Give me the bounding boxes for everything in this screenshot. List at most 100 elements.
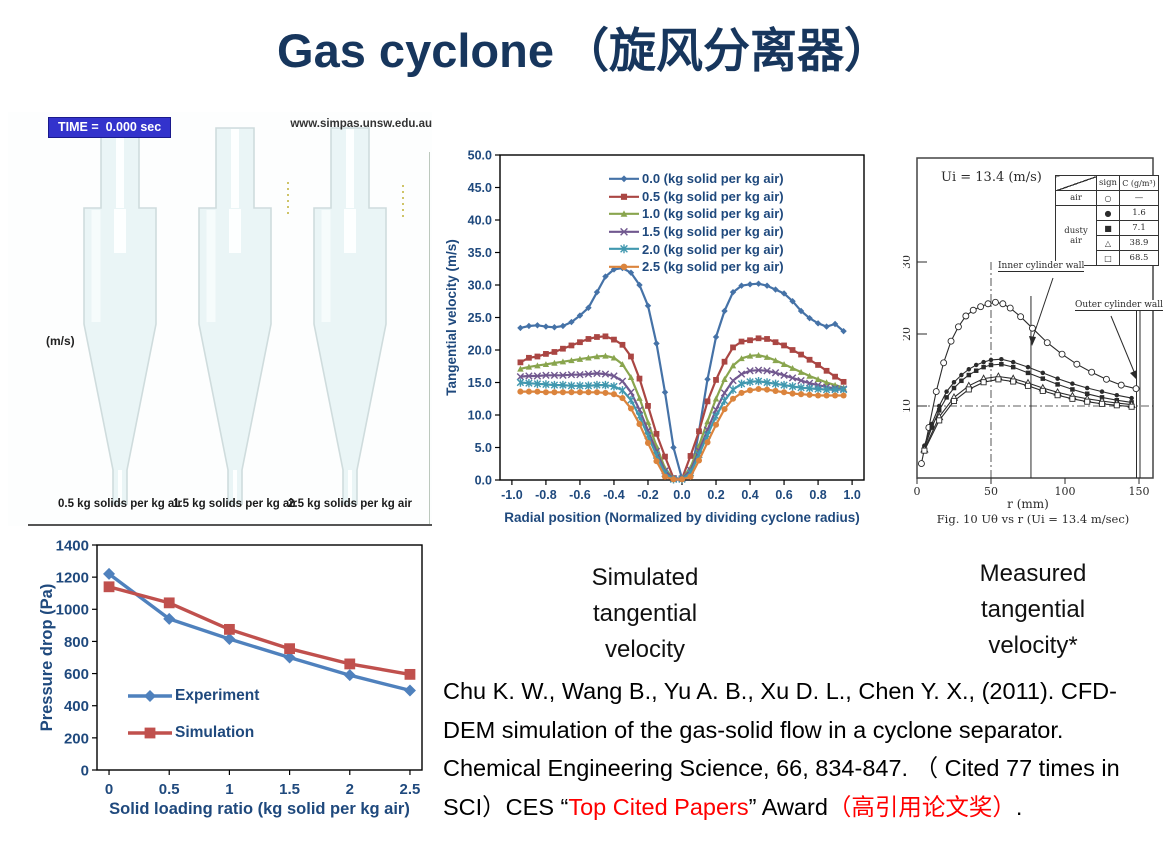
svg-text:800: 800 (64, 634, 89, 651)
series-Simulation (103, 581, 416, 680)
svg-text:30.0: 30.0 (468, 279, 492, 293)
legend-item-2.0 (kg solid per kg air): 2.0 (kg solid per kg air) (608, 240, 784, 258)
particle-stream (287, 182, 404, 221)
svg-text:400: 400 (64, 698, 89, 715)
watermark-url: www.simpas.unsw.edu.au (290, 118, 432, 130)
svg-text:150: 150 (1129, 485, 1150, 498)
legend-item-1.5 (kg solid per kg air): 1.5 (kg solid per kg air) (608, 223, 784, 241)
svg-text:100: 100 (1055, 485, 1076, 498)
legend-label: 2.0 (kg solid per kg air) (642, 241, 784, 257)
frame-bottom-edge (28, 524, 432, 526)
svg-text:1: 1 (225, 781, 233, 798)
legend-swatch (609, 227, 639, 236)
figure-10-caption: Fig. 10 Uθ vs r (Ui = 13.4 m/sec) (936, 512, 1130, 526)
svg-text:20.0: 20.0 (468, 344, 492, 358)
outer-cylinder-wall-annotation: Outer cylinder wall (1075, 300, 1164, 311)
series-1.0 (kg solid per kg air) (517, 352, 847, 482)
x-axis-title: Radial position (Normalized by dividing … (504, 510, 860, 525)
measured-series-dusty air C=1.6 (922, 356, 1134, 448)
citation-award-cjk: （高引用论文奖） (827, 793, 1016, 820)
cyclone-label-1: 0.5 kg solids per kg air (58, 498, 182, 510)
legend-item-0.0 (kg solid per kg air): 0.0 (kg solid per kg air) (608, 170, 784, 188)
legend-row-value: 1.6 (1119, 205, 1159, 221)
legend-label: 0.5 (kg solid per kg air) (642, 188, 784, 204)
simulation-snapshot-panel: TIME = 0.000 sec www.simpas.unsw.edu.au … (8, 112, 432, 526)
svg-text:25.0: 25.0 (468, 311, 492, 325)
page-title: Gas cyclone （旋风分离器） (0, 12, 1168, 81)
citation-text-1: Chu K. W., Wang B., Yu A. B., Xu D. L., … (443, 678, 1120, 820)
legend-label: 0.0 (kg solid per kg air) (642, 171, 784, 187)
series-Experiment (103, 567, 416, 697)
citation-top-cited-papers: Top Cited Papers (568, 793, 749, 820)
inner-cylinder-wall-annotation: Inner cylinder wall (998, 261, 1085, 272)
measured-series-dusty air C=7.1 (922, 361, 1134, 451)
legend-swatch (609, 193, 639, 200)
legend-label: Experiment (175, 687, 260, 704)
legend-row-value: 38.9 (1119, 235, 1159, 251)
svg-text:0.6: 0.6 (775, 488, 792, 502)
plot-area: 0 200 400 600 800 1000 1200 1400 0 0.5 1 1.5 2 2.5 (56, 537, 423, 798)
legend-item-1.0 (kg solid per kg air): 1.0 (kg solid per kg air) (608, 205, 784, 223)
series-1.5 (kg solid per kg air) (516, 366, 848, 483)
legend-row-value: 7.1 (1119, 220, 1159, 236)
legend-swatch (609, 244, 639, 254)
svg-text:35.0: 35.0 (468, 246, 492, 260)
cyclone-shape-1 (83, 127, 157, 505)
citation-text-3: . (1015, 793, 1023, 820)
page-title-cjk: （旋风分离器） (561, 24, 891, 77)
legend-col-sign: sign (1096, 175, 1120, 191)
svg-text:0.2: 0.2 (707, 488, 724, 502)
measured-plot: 10 20 30 0 50 100 150 r (mm) Uθ (m/s) (903, 157, 1154, 511)
svg-text:20: 20 (903, 327, 913, 341)
svg-text:10.0: 10.0 (468, 409, 492, 423)
measured-figure-canvas: 10 20 30 0 50 100 150 r (mm) Uθ (m/s) (903, 157, 1154, 511)
legend-item-0.5 (kg solid per kg air): 0.5 (kg solid per kg air) (608, 188, 784, 206)
svg-text:0: 0 (81, 762, 89, 779)
inlet-velocity-label: Ui = 13.4 (m/s) (941, 170, 1042, 185)
legend-label: Simulation (175, 724, 255, 741)
legend-row-value: 68.5 (1119, 250, 1159, 266)
svg-text:0.8: 0.8 (809, 488, 826, 502)
measured-x-axis-title: r (mm) (1007, 497, 1049, 511)
svg-text:-1.0: -1.0 (501, 488, 523, 502)
svg-text:5.0: 5.0 (475, 441, 492, 455)
svg-text:-0.2: -0.2 (637, 488, 659, 502)
legend-row-label: air (1055, 190, 1097, 206)
cyclone-label-2: 1.5 kg solids per kg air (173, 498, 297, 510)
cyclone-shape-3 (313, 127, 387, 505)
caption-simulated: Simulated tangential velocity (591, 564, 699, 663)
svg-text:0: 0 (105, 781, 113, 798)
svg-text:0.4: 0.4 (741, 488, 758, 502)
tangential-chart-legend: 0.0 (kg solid per kg air) 0.5 (kg solid p… (608, 170, 784, 276)
legend-row-sign: △ (1096, 235, 1120, 251)
legend-label: 2.5 (kg solid per kg air) (642, 259, 784, 275)
legend-item-Experiment: Experiment (127, 685, 259, 707)
svg-text:0.5: 0.5 (159, 781, 180, 798)
svg-text:2.5: 2.5 (400, 781, 421, 798)
svg-text:1000: 1000 (56, 602, 89, 619)
measured-tangential-velocity-figure: 10 20 30 0 50 100 150 r (mm) Uθ (m/s) Ui = 13.4 … (903, 148, 1168, 553)
measured-legend-table: sign C (g/m³) air ○ — dusty air ● 1.6 ■ … (1055, 175, 1159, 266)
legend-row-sign: ● (1096, 205, 1120, 221)
legend-swatch (609, 263, 639, 270)
svg-text:45.0: 45.0 (468, 181, 492, 195)
svg-text:-0.6: -0.6 (569, 488, 591, 502)
series-0.0 (kg solid per kg air) (517, 264, 847, 482)
cyclone-shape-2 (198, 127, 272, 505)
svg-text:-0.8: -0.8 (535, 488, 557, 502)
pressure-chart-canvas: 0 200 400 600 800 1000 1200 1400 0 0.5 1 1.5 2 2.5 Sol… (38, 537, 423, 818)
legend-row-sign: □ (1096, 250, 1120, 266)
svg-text:1200: 1200 (56, 570, 89, 587)
caption-measured: Measured tangential velocity* (979, 560, 1087, 659)
legend-label: 1.0 (kg solid per kg air) (642, 206, 784, 222)
measured-y-axis-title: Uθ (m/s) (903, 339, 904, 387)
legend-row-sign: ○ (1096, 190, 1120, 206)
page-title-en: Gas cyclone (277, 24, 554, 77)
measured-series-dusty air C=68.5 (921, 376, 1135, 454)
svg-text:0: 0 (914, 485, 921, 498)
measured-series-air (917, 298, 1140, 468)
legend-swatch (128, 727, 172, 739)
svg-text:1.5: 1.5 (279, 781, 300, 798)
svg-text:40.0: 40.0 (468, 214, 492, 228)
legend-swatch (609, 210, 639, 217)
